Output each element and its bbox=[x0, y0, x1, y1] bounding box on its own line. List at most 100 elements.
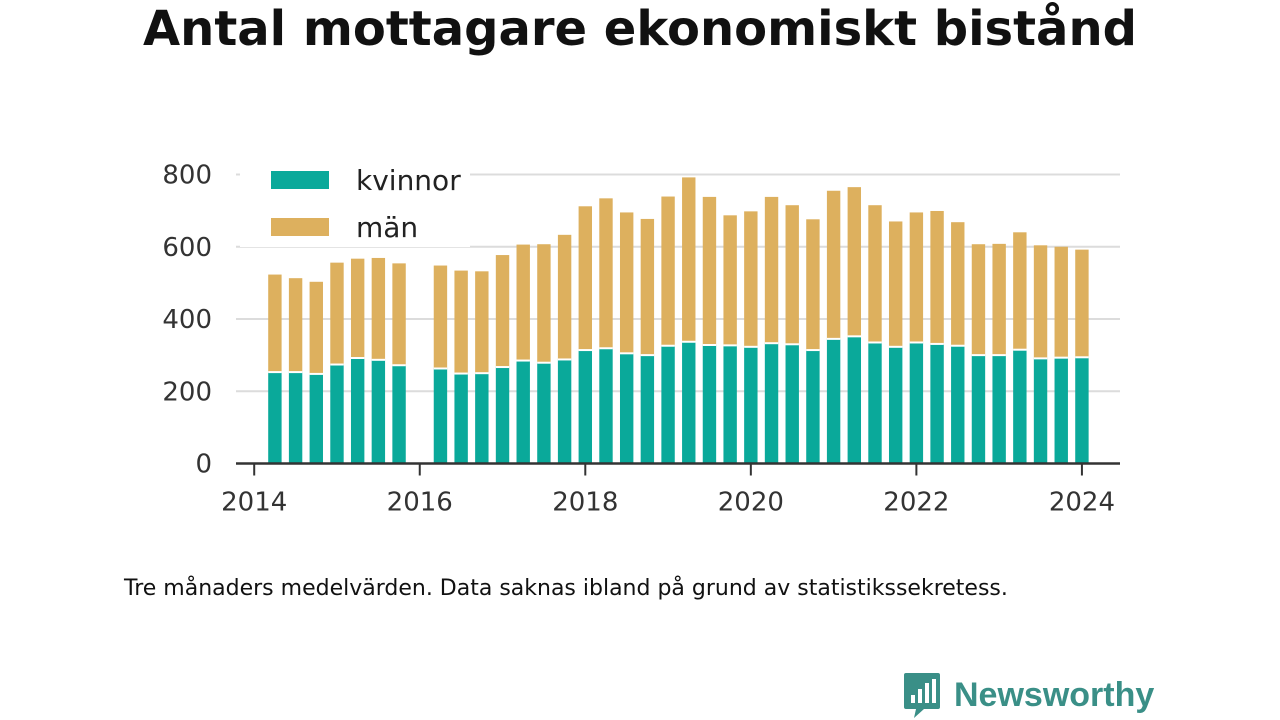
bar-kvinnor bbox=[847, 336, 862, 464]
bar-man bbox=[454, 270, 468, 374]
bar-man bbox=[288, 278, 303, 373]
bar-man bbox=[557, 234, 572, 360]
bar-man bbox=[888, 221, 903, 347]
bar-kvinnor bbox=[288, 372, 303, 464]
bar-man bbox=[723, 215, 737, 346]
bar-man bbox=[495, 255, 510, 368]
bar-kvinnor bbox=[578, 350, 592, 464]
bar-man bbox=[392, 263, 406, 366]
bar-kvinnor bbox=[392, 365, 406, 464]
bar-kvinnor bbox=[309, 373, 323, 464]
bar-man bbox=[785, 205, 799, 345]
bar-man bbox=[599, 198, 613, 349]
bar-kvinnor bbox=[785, 344, 799, 464]
bar-kvinnor bbox=[619, 353, 634, 464]
x-tick-label: 2020 bbox=[718, 488, 784, 518]
bar-man bbox=[537, 244, 551, 363]
bar-kvinnor bbox=[661, 345, 675, 464]
bar-man bbox=[702, 196, 717, 346]
brand-logo: Newsworthy bbox=[902, 670, 1154, 720]
bar-man bbox=[971, 244, 986, 356]
bar-man bbox=[682, 177, 696, 342]
x-tick-label: 2024 bbox=[1049, 488, 1115, 518]
bar-man bbox=[806, 219, 820, 351]
bar-man bbox=[1013, 232, 1027, 350]
bar-kvinnor bbox=[454, 373, 468, 464]
bar-kvinnor bbox=[1033, 358, 1048, 464]
bar-kvinnor bbox=[806, 350, 820, 464]
y-tick-label: 400 bbox=[162, 305, 212, 335]
legend-swatch bbox=[271, 218, 329, 236]
x-tick-label: 2016 bbox=[387, 488, 453, 518]
chart-title: Antal mottagare ekonomiskt bistånd bbox=[143, 1, 1137, 57]
brand-name: Newsworthy bbox=[954, 675, 1155, 714]
bar-kvinnor bbox=[888, 346, 903, 464]
bar-kvinnor bbox=[992, 355, 1006, 464]
bar-kvinnor bbox=[268, 372, 282, 464]
bar-man bbox=[268, 274, 282, 373]
y-tick-label: 200 bbox=[162, 377, 212, 407]
bar-kvinnor bbox=[557, 359, 572, 464]
footnote: Tre månaders medelvärden. Data saknas ib… bbox=[124, 576, 1008, 601]
bar-man bbox=[661, 196, 675, 346]
bar-kvinnor bbox=[909, 342, 924, 464]
bar-man bbox=[1033, 245, 1048, 359]
bar-kvinnor bbox=[951, 345, 965, 464]
bar-kvinnor bbox=[930, 343, 944, 464]
bar-man bbox=[992, 243, 1006, 356]
legend-label: män bbox=[356, 211, 418, 244]
bar-man bbox=[578, 206, 592, 351]
bar-kvinnor bbox=[723, 345, 737, 464]
bar-man bbox=[1054, 246, 1068, 358]
y-tick-label: 800 bbox=[162, 161, 212, 191]
bar-man bbox=[516, 244, 530, 361]
bar-man bbox=[909, 212, 924, 343]
bar-man bbox=[847, 187, 862, 337]
axes: 0 200 400 600 800 2014 2016 2018 2020 2022 2024 bbox=[162, 161, 1120, 518]
bar-man bbox=[309, 281, 323, 374]
bar-kvinnor bbox=[868, 342, 882, 464]
bar-man bbox=[475, 271, 489, 374]
bar-man bbox=[868, 205, 882, 343]
x-tick-label: 2014 bbox=[221, 488, 287, 518]
bar-man bbox=[371, 257, 386, 360]
bar-man bbox=[433, 265, 448, 369]
bar-kvinnor bbox=[826, 338, 841, 464]
bar-chart-icon bbox=[904, 673, 940, 718]
legend: kvinnor män bbox=[240, 148, 470, 247]
bar-kvinnor bbox=[537, 362, 551, 464]
bar-kvinnor bbox=[744, 346, 758, 464]
bar-kvinnor bbox=[971, 355, 986, 464]
legend-label: kvinnor bbox=[356, 164, 461, 197]
bar-kvinnor bbox=[1013, 349, 1027, 464]
bar-man bbox=[744, 211, 758, 347]
bar-kvinnor bbox=[433, 368, 448, 464]
bar-man bbox=[951, 222, 965, 346]
legend-swatch bbox=[271, 171, 329, 189]
y-tick-label: 600 bbox=[162, 233, 212, 263]
bar-kvinnor bbox=[640, 355, 655, 464]
bar-kvinnor bbox=[495, 367, 510, 464]
bar-kvinnor bbox=[682, 341, 696, 464]
bar-kvinnor bbox=[702, 345, 717, 464]
bar-kvinnor bbox=[330, 364, 344, 464]
bar-kvinnor bbox=[516, 360, 530, 464]
bar-man bbox=[1075, 249, 1089, 358]
y-tick-label: 0 bbox=[195, 450, 212, 480]
bar-kvinnor bbox=[1075, 357, 1089, 464]
bar-man bbox=[350, 258, 365, 359]
bar-man bbox=[330, 262, 344, 365]
bar-kvinnor bbox=[371, 359, 386, 464]
x-tick-label: 2022 bbox=[883, 488, 949, 518]
bar-man bbox=[640, 218, 655, 356]
bar-man bbox=[764, 196, 779, 344]
x-tick-label: 2018 bbox=[552, 488, 618, 518]
bar-kvinnor bbox=[764, 343, 779, 464]
stacked-bar-chart: 0 200 400 600 800 2014 2016 2018 2020 2022 2024 kv… bbox=[162, 148, 1120, 518]
bars bbox=[268, 177, 1089, 464]
bar-kvinnor bbox=[475, 373, 489, 464]
bar-man bbox=[930, 210, 944, 344]
bar-kvinnor bbox=[599, 348, 613, 464]
bar-kvinnor bbox=[350, 358, 365, 464]
bar-kvinnor bbox=[1054, 357, 1068, 464]
